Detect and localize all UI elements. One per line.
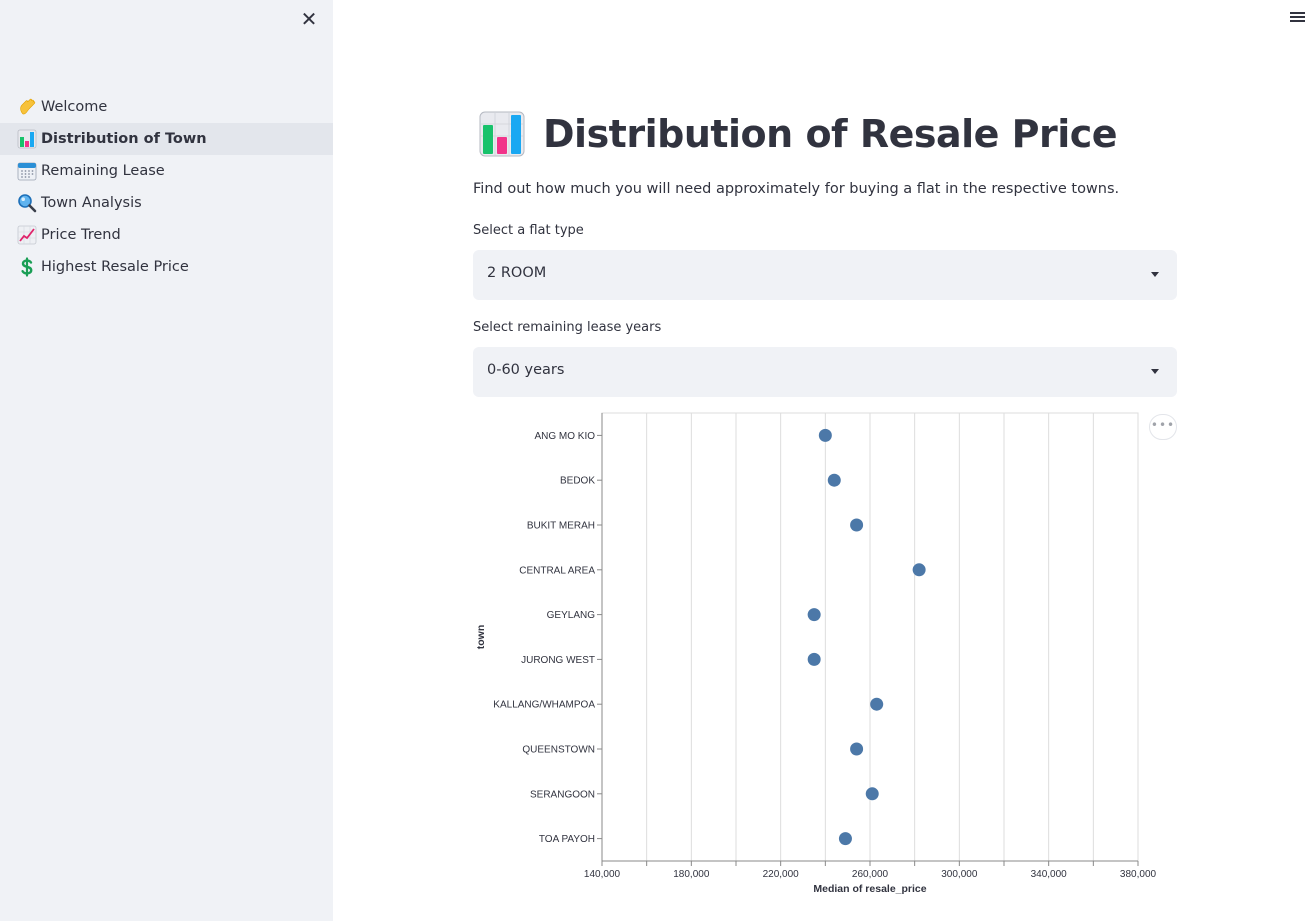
- data-point: [850, 518, 864, 532]
- sidebar-item-welcome[interactable]: Welcome: [0, 91, 333, 123]
- sidebar-item-label: Highest Resale Price: [41, 259, 189, 275]
- sidebar-item-label: Distribution of Town: [41, 131, 207, 147]
- x-tick-label: 340,000: [1031, 869, 1068, 880]
- x-tick-label: 260,000: [852, 869, 889, 880]
- y-tick-label: GEYLANG: [547, 610, 596, 621]
- data-point: [850, 742, 864, 756]
- sidebar-item-label: Remaining Lease: [41, 163, 165, 179]
- x-axis-title: Median of resale_price: [813, 883, 926, 895]
- y-tick-label: QUEENSTOWN: [522, 745, 595, 756]
- page-header: Distribution of Resale Price: [479, 110, 1118, 158]
- sidebar-item-label: Welcome: [41, 99, 108, 115]
- y-tick-label: TOA PAYOH: [539, 834, 595, 845]
- y-tick-label: CENTRAL AREA: [519, 565, 595, 576]
- sidebar-nav: Welcome Distribution of Town Remaining L…: [0, 91, 333, 283]
- y-tick-label: BEDOK: [560, 476, 595, 487]
- magnifying-glass-icon: [16, 193, 37, 214]
- data-point: [827, 473, 841, 487]
- y-tick-label: KALLANG/WHAMPOA: [493, 700, 595, 711]
- data-point: [807, 652, 821, 666]
- more-options-icon[interactable]: •••: [1149, 414, 1177, 440]
- median-price-dot-chart: 140,000 180,000 220,000 260,000 300,000 340,0…: [475, 412, 1157, 895]
- flat-type-label: Select a flat type: [473, 223, 584, 238]
- sidebar-item-price-trend[interactable]: Price Trend: [0, 219, 333, 251]
- x-tick-label: 220,000: [763, 869, 800, 880]
- data-point: [870, 697, 884, 711]
- dollar-sign-icon: [16, 257, 37, 278]
- chevron-down-icon: [1151, 369, 1159, 374]
- y-axis-title: town: [475, 625, 487, 650]
- data-point: [865, 787, 879, 801]
- bar-chart-icon: [479, 111, 525, 157]
- data-point: [912, 563, 926, 577]
- sidebar-item-label: Town Analysis: [41, 195, 142, 211]
- sidebar-item-town-analysis[interactable]: Town Analysis: [0, 187, 333, 219]
- page-description: Find out how much you will need approxim…: [473, 181, 1120, 197]
- chart-increasing-icon: [16, 225, 37, 246]
- sidebar-item-distribution-of-town[interactable]: Distribution of Town: [0, 123, 333, 155]
- close-sidebar-icon[interactable]: ✕: [300, 7, 318, 31]
- calendar-icon: [16, 161, 37, 182]
- lease-years-selected-value: 0-60 years: [487, 362, 565, 378]
- data-point: [807, 608, 821, 622]
- flat-type-selected-value: 2 ROOM: [487, 265, 547, 281]
- lease-years-select[interactable]: 0-60 years: [473, 347, 1177, 397]
- y-tick-label: JURONG WEST: [521, 655, 595, 666]
- lease-years-label: Select remaining lease years: [473, 320, 662, 335]
- flat-type-select[interactable]: 2 ROOM: [473, 250, 1177, 300]
- x-tick-label: 300,000: [941, 869, 978, 880]
- data-point: [818, 428, 832, 442]
- sidebar-item-remaining-lease[interactable]: Remaining Lease: [0, 155, 333, 187]
- main-menu-icon[interactable]: [1288, 10, 1308, 28]
- y-tick-label: SERANGOON: [530, 789, 595, 800]
- data-point: [838, 832, 852, 846]
- x-tick-label: 140,000: [584, 869, 621, 880]
- sidebar: ✕ Welcome Distribution of Town Remaining…: [0, 0, 333, 921]
- x-tick-label: 380,000: [1120, 869, 1157, 880]
- chevron-down-icon: [1151, 272, 1159, 277]
- page-title: Distribution of Resale Price: [543, 112, 1118, 156]
- x-tick-label: 180,000: [673, 869, 710, 880]
- bar-chart-icon: [16, 129, 37, 150]
- chart-container: 140,000 180,000 220,000 260,000 300,000 340,0…: [473, 404, 1183, 909]
- sidebar-item-label: Price Trend: [41, 227, 121, 243]
- sidebar-item-highest-resale-price[interactable]: Highest Resale Price: [0, 251, 333, 283]
- y-tick-label: ANG MO KIO: [534, 431, 595, 442]
- waving-hand-icon: [16, 97, 37, 118]
- y-tick-label: BUKIT MERAH: [527, 521, 595, 532]
